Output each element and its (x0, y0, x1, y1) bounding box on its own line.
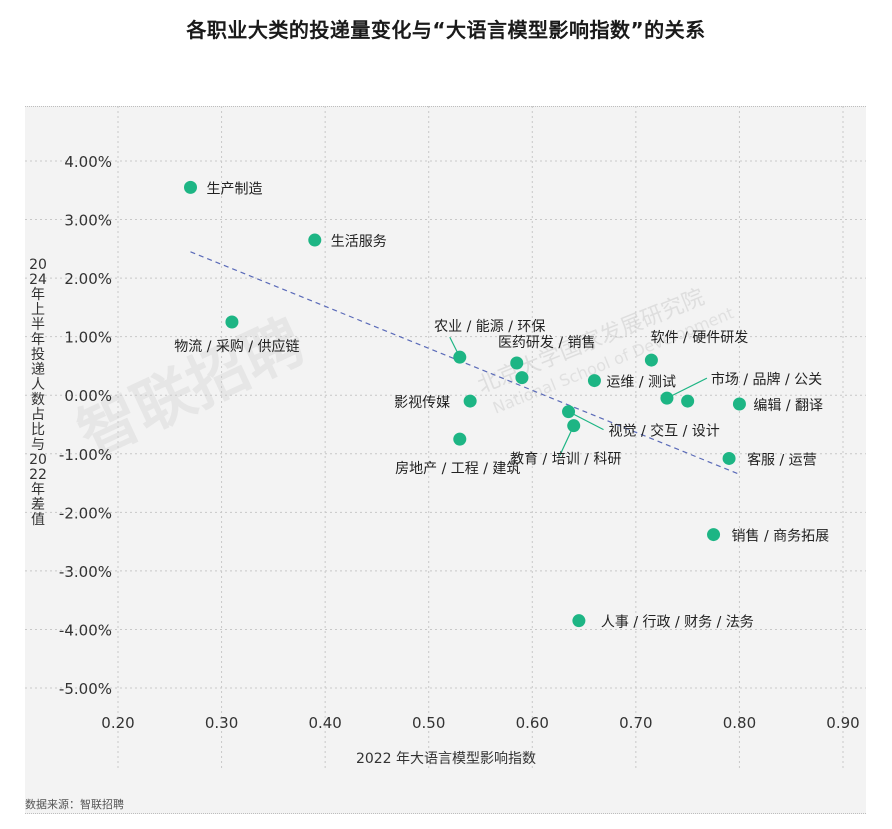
x-tick-label: 0.70 (619, 714, 652, 732)
y-tick-label: -4.00% (59, 621, 112, 639)
point-label: 编辑 / 翻译 (753, 398, 823, 414)
chart-title: 各职业大类的投递量变化与“大语言模型影响指数”的关系 (186, 18, 706, 42)
y-tick-label: 2.00% (64, 270, 112, 288)
leader-line (666, 377, 708, 399)
point-label: 医药研发 / 销售 (498, 335, 596, 351)
data-point (681, 394, 695, 408)
data-point (572, 614, 586, 628)
y-tick-label: 1.00% (64, 329, 112, 347)
point-label: 生产制造 (207, 181, 263, 197)
y-tick-label: -5.00% (59, 680, 112, 698)
point-label: 生活服务 (331, 234, 387, 250)
point-label: 农业 / 能源 / 环保 (434, 319, 545, 335)
data-point (587, 374, 601, 388)
x-tick-label: 0.80 (723, 714, 756, 732)
data-point (562, 405, 576, 419)
point-label: 物流 / 采购 / 供应链 (174, 338, 299, 355)
data-point (707, 528, 721, 542)
x-tick-label: 0.50 (412, 714, 445, 732)
x-tick-label: 0.30 (205, 714, 238, 732)
data-point (732, 397, 746, 411)
point-label: 市场 / 品牌 / 公关 (711, 371, 822, 388)
point-label: 房地产 / 工程 / 建筑 (395, 461, 520, 477)
y-tick-label: -3.00% (59, 563, 112, 581)
data-point (510, 356, 524, 370)
x-tick-label: 0.60 (516, 714, 549, 732)
y-tick-label: 3.00% (64, 212, 112, 230)
point-label: 软件 / 硬件研发 (651, 330, 749, 346)
data-point (515, 371, 529, 385)
y-tick-label: 0.00% (64, 387, 112, 405)
y-tick-label: 4.00% (64, 153, 112, 171)
data-point (225, 315, 239, 329)
point-label: 销售 / 商务拓展 (732, 529, 830, 545)
data-point (463, 394, 477, 408)
data-point (722, 451, 736, 465)
source-note: 数据来源：智联招聘 (25, 798, 124, 811)
leader-line (568, 411, 604, 431)
data-point (644, 353, 658, 367)
x-tick-label: 0.20 (101, 714, 134, 732)
data-point (453, 432, 467, 446)
data-point (453, 350, 467, 364)
point-label: 人事 / 行政 / 财务 / 法务 (601, 615, 754, 631)
y-tick-label: -2.00% (59, 504, 112, 522)
x-tick-label: 0.90 (826, 714, 859, 732)
point-label: 教育 / 培训 / 科研 (510, 452, 621, 468)
point-label: 影视传媒 (394, 395, 450, 411)
y-tick-label: -1.00% (59, 446, 112, 464)
point-label: 运维 / 测试 (606, 375, 676, 391)
x-axis-label: 2022 年大语言模型影响指数 (355, 751, 537, 767)
point-label: 客服 / 运营 (747, 451, 817, 468)
data-point (308, 233, 322, 247)
point-label: 视觉 / 交互 / 设计 (609, 423, 720, 440)
data-point (184, 180, 197, 194)
data-point (660, 391, 674, 405)
data-point (567, 419, 581, 433)
y-axis-label: 2024 年上半年投递人数占比与 2022 年差值 (29, 257, 47, 528)
x-tick-label: 0.40 (308, 714, 341, 732)
